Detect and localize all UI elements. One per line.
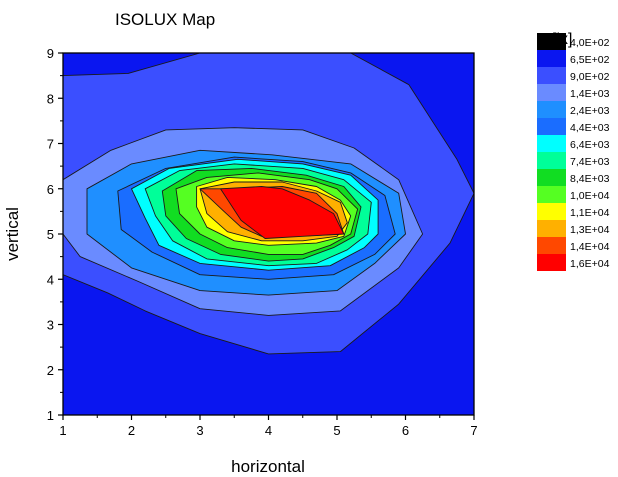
y-tick-label: 5 [47,227,54,242]
legend-swatch [537,254,566,271]
y-tick-label: 2 [47,363,54,378]
legend-swatch [537,84,566,101]
x-tick-label: 7 [470,423,477,438]
y-tick-label: 7 [47,137,54,152]
x-tick-label: 5 [333,423,340,438]
x-tick-label: 2 [128,423,135,438]
y-tick-label: 3 [47,318,54,333]
legend-swatch [537,33,566,50]
legend-label: 1,0E+04 [570,190,610,202]
y-tick-label: 1 [47,408,54,423]
legend-swatch [537,237,566,254]
legend-label: 4,0E+02 [570,37,610,49]
legend-label: 8,4E+03 [570,173,610,185]
legend-label: 1,4E+04 [570,241,610,253]
legend-swatch [537,152,566,169]
legend-swatch [537,203,566,220]
contour-region-12 [220,186,345,239]
y-tick-label: 9 [47,46,54,61]
legend-label: 4,4E+03 [570,122,610,134]
legend-label: 1,3E+04 [570,224,610,236]
legend-label: 6,4E+03 [570,139,610,151]
x-tick-label: 3 [196,423,203,438]
y-axis-ticks: 1 2 3 4 5 6 7 8 9 [47,46,63,423]
plot-area [62,52,475,416]
y-tick-label: 8 [47,91,54,106]
x-axis-label: horizontal [231,457,305,476]
legend-label: 7,4E+03 [570,156,610,168]
x-tick-label: 1 [59,423,66,438]
color-legend: [lx] 4,0E+026,5E+029,0E+021,4E+032,4E+03… [537,31,610,271]
legend-label: 1,6E+04 [570,258,610,270]
y-tick-label: 4 [47,272,54,287]
legend-label: 9,0E+02 [570,71,610,83]
legend-swatch [537,101,566,118]
legend-swatch [537,50,566,67]
chart-title: ISOLUX Map [115,10,215,29]
legend-label: 1,1E+04 [570,207,610,219]
legend-label: 6,5E+02 [570,54,610,66]
y-tick-label: 6 [47,182,54,197]
legend-label: 1,4E+03 [570,88,610,100]
legend-swatch [537,220,566,237]
legend-swatch [537,186,566,203]
x-tick-label: 6 [402,423,409,438]
legend-swatch [537,67,566,84]
legend-label: 2,4E+03 [570,105,610,117]
x-axis-ticks: 1 2 3 4 5 6 7 [59,415,478,438]
legend-swatch [537,118,566,135]
y-axis-label: vertical [3,207,22,261]
legend-swatch [537,169,566,186]
legend-swatch [537,135,566,152]
x-tick-label: 4 [265,423,272,438]
